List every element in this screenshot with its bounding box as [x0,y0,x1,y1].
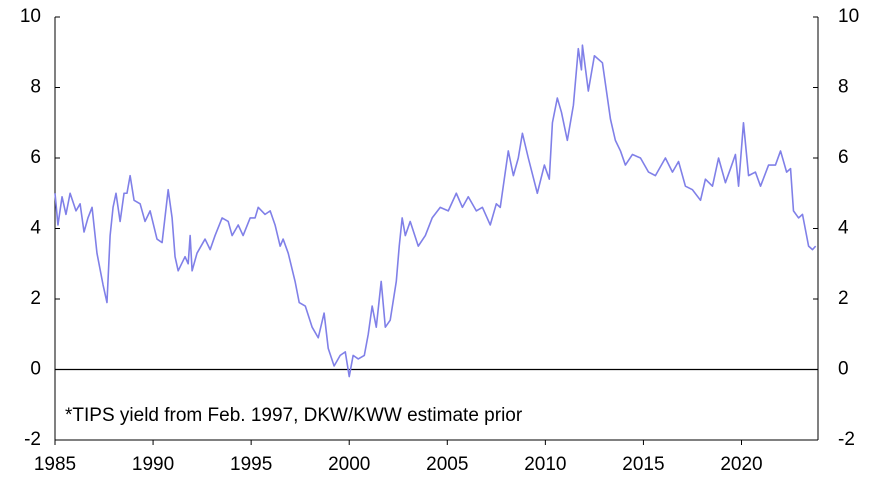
x-tick-label: 1985 [34,454,76,475]
x-tick-label: 1990 [132,454,174,475]
y2-tick-label: 2 [838,288,849,309]
y-tick-label: 4 [30,218,41,239]
y2-tick-label: 4 [838,218,849,239]
y2-tick-label: 0 [838,359,849,380]
y-tick-label: 0 [30,359,41,380]
x-tick-label: 2000 [328,454,370,475]
y-tick-label: 10 [20,6,41,27]
x-tick-label: 2010 [524,454,566,475]
y-tick-label: -2 [24,429,41,450]
x-tick-label: 2015 [622,454,664,475]
x-tick-label: 2005 [426,454,468,475]
y-tick-label: 8 [30,77,41,98]
series-line [54,44,817,378]
y2-tick-label: 8 [838,77,849,98]
x-tick-label: 1995 [230,454,272,475]
y2-tick-label: -2 [838,429,855,450]
y2-tick-label: 6 [838,147,849,168]
y2-tick-label: 10 [838,6,859,27]
x-tick-label: 2020 [720,454,762,475]
annotation: *TIPS yield from Feb. 1997, DKW/KWW esti… [65,405,523,426]
y-tick-label: 2 [30,288,41,309]
y-tick-label: 6 [30,147,41,168]
